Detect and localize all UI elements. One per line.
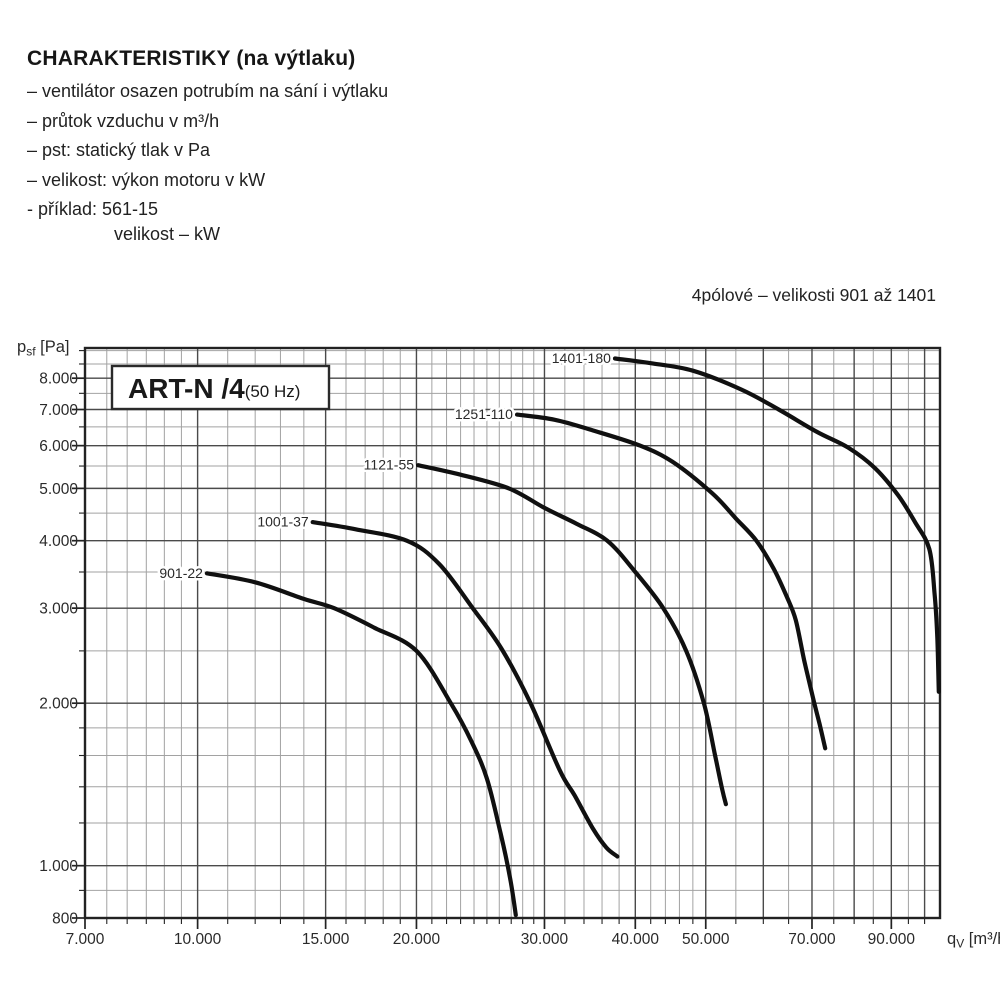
x-tick-label: 7.000 [66,931,105,948]
x-tick-label: 15.000 [302,931,350,948]
y-axis-unit-label: psf [Pa] [17,338,69,359]
y-tick-label: 5.000 [39,481,78,498]
curve-label-1251-110: 1251-110 [455,406,513,422]
y-tick-label: 4.000 [39,533,78,550]
plot-border [83,346,942,920]
y-tick-label: 6.000 [39,438,78,455]
x-axis-unit-label: qV [m³/h] [947,930,1000,951]
x-tick-label: 50.000 [682,931,730,948]
example-detail: velikost – kW [114,224,221,244]
x-tick-label: 20.000 [393,931,441,948]
feature-list: – ventilátor osazen potrubím na sání i v… [27,77,388,225]
curve-1401-180 [612,356,941,694]
curve-label-1401-180: 1401-180 [552,350,611,366]
x-tick-label: 70.000 [788,931,836,948]
curve-label-1121-55: 1121-55 [364,457,415,473]
x-tick-label: 30.000 [521,931,569,948]
curve-1121-55 [415,463,728,807]
curve-1251-110 [514,412,828,751]
y-tick-label: 2.000 [39,696,78,713]
curve-label-901-22: 901-22 [159,565,203,581]
x-tick-label: 90.000 [868,931,916,948]
x-tick-label: 40.000 [612,931,660,948]
y-tick-label: 3.000 [39,601,78,618]
bullet-line: – velikost: výkon motoru v kW [27,169,266,190]
pole-size-note: 4pólové – velikosti 901 až 1401 [691,285,936,305]
y-tick-label: 800 [52,911,78,928]
curve-1001-37 [310,520,620,859]
bullet-line: – ventilátor osazen potrubím na sání i v… [27,81,389,101]
x-tick-label: 10.000 [174,931,222,948]
bullet-line: - příklad: 561-15 [27,199,159,219]
bullet-line: – průtok vzduchu v m³/h [27,110,220,131]
page-title: CHARAKTERISTIKY (na výtlaku) [27,47,356,70]
bullet-line: – pst: statický tlak v Pa [27,140,211,160]
curve-901-22 [204,571,518,918]
y-tick-label: 8.000 [39,371,78,388]
y-tick-label: 1.000 [39,858,78,875]
y-tick-label: 7.000 [39,402,78,419]
model-box [110,364,331,411]
curve-label-1001-37: 1001-37 [257,514,309,530]
model-box-label: ART-N /4(50 Hz) [128,373,300,404]
